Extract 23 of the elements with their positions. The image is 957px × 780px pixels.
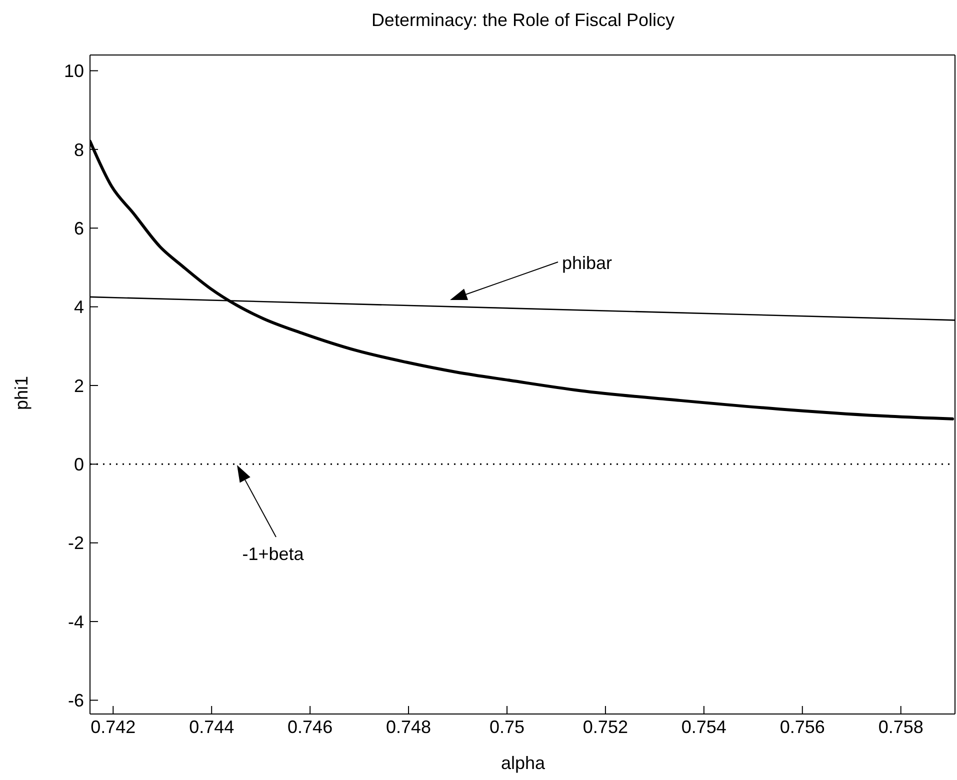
x-tick-label: 0.754 bbox=[681, 716, 726, 737]
x-tick-label: 0.75 bbox=[489, 716, 525, 737]
y-tick-label: 0 bbox=[74, 454, 84, 475]
y-tick-label: 6 bbox=[74, 218, 84, 238]
y-tick-label: 10 bbox=[64, 61, 84, 82]
x-tick-label: 0.752 bbox=[582, 716, 628, 737]
x-tick-label: 0.746 bbox=[288, 716, 333, 737]
x-axis-title: alpha bbox=[500, 753, 546, 774]
chart-title: Determinacy: the Role of Fiscal Policy bbox=[370, 10, 676, 31]
y-tick-label: 2 bbox=[74, 376, 84, 396]
y-tick-label: -6 bbox=[68, 690, 84, 711]
annotation: phibar bbox=[562, 253, 612, 273]
x-tick-label: 0.748 bbox=[386, 716, 432, 737]
y-tick-label: -4 bbox=[68, 612, 84, 632]
x-tick-label: 0.742 bbox=[90, 716, 136, 737]
x-tick-label: 0.758 bbox=[878, 716, 924, 737]
y-axis-title: phi1 bbox=[12, 376, 32, 410]
y-tick-label: 8 bbox=[74, 140, 84, 160]
x-tick-label: 0.756 bbox=[780, 716, 825, 737]
y-tick-label: 4 bbox=[74, 297, 84, 318]
y-tick-label: -2 bbox=[68, 533, 84, 554]
annotation: -1+beta bbox=[242, 544, 305, 564]
x-tick-label: 0.744 bbox=[189, 716, 234, 737]
